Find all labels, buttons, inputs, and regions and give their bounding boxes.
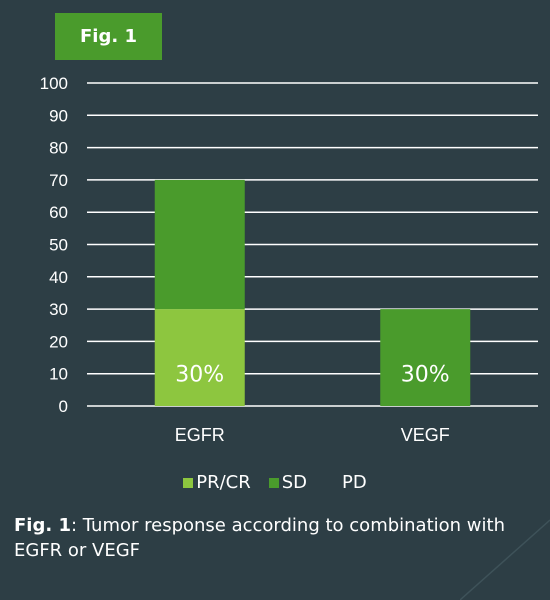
legend-swatch xyxy=(183,477,194,488)
figure-caption: Fig. 1: Tumor response according to comb… xyxy=(14,513,539,563)
bar-data-label: 30% xyxy=(401,363,450,388)
legend: PR/CR SD PD xyxy=(0,472,550,493)
legend-swatch xyxy=(325,478,339,488)
y-tick-label: 60 xyxy=(49,203,68,222)
y-tick-label: 100 xyxy=(40,74,68,93)
legend-swatch xyxy=(268,477,279,488)
y-tick-label: 70 xyxy=(49,171,68,190)
y-tick-label: 50 xyxy=(49,236,68,255)
y-tick-label: 90 xyxy=(49,106,68,125)
y-tick-label: 80 xyxy=(49,139,68,158)
legend-item-pr-cr: PR/CR xyxy=(183,472,251,493)
corner-decoration xyxy=(460,519,550,600)
bar-vegf-sd xyxy=(380,309,471,406)
y-tick-label: 40 xyxy=(49,268,68,287)
legend-label: PR/CR xyxy=(196,472,251,493)
y-tick-label: 0 xyxy=(59,397,68,416)
caption-lead: Fig. 1 xyxy=(14,515,71,536)
bars xyxy=(154,179,471,406)
bar-data-label: 30% xyxy=(175,363,224,388)
y-tick-label: 10 xyxy=(49,365,68,384)
x-category-label: EGFR xyxy=(175,425,225,445)
legend-item-sd: SD xyxy=(268,472,308,493)
x-category-label: VEGF xyxy=(401,425,450,445)
legend-label: SD xyxy=(281,472,308,493)
y-tick-label: 20 xyxy=(49,332,68,351)
figure-badge: Fig. 1 xyxy=(55,13,162,60)
legend-label: PD xyxy=(342,472,367,493)
x-axis-categories: EGFR VEGF xyxy=(175,425,450,445)
caption-text: : Tumor response according to combinatio… xyxy=(14,515,505,561)
bar-egfr-pr-cr xyxy=(154,309,245,406)
figure-badge-label: Fig. 1 xyxy=(80,26,137,47)
stacked-bar-chart: 0 10 20 30 40 50 60 70 80 90 100 30% 30% EGFR VEGF xyxy=(40,74,538,445)
y-axis-ticks: 0 10 20 30 40 50 60 70 80 90 100 xyxy=(40,74,68,416)
gridlines xyxy=(87,82,538,407)
bar-egfr-sd xyxy=(154,179,245,310)
y-tick-label: 30 xyxy=(49,300,68,319)
bar-data-labels: 30% 30% xyxy=(175,363,449,388)
legend-item-pd: PD xyxy=(325,472,367,493)
